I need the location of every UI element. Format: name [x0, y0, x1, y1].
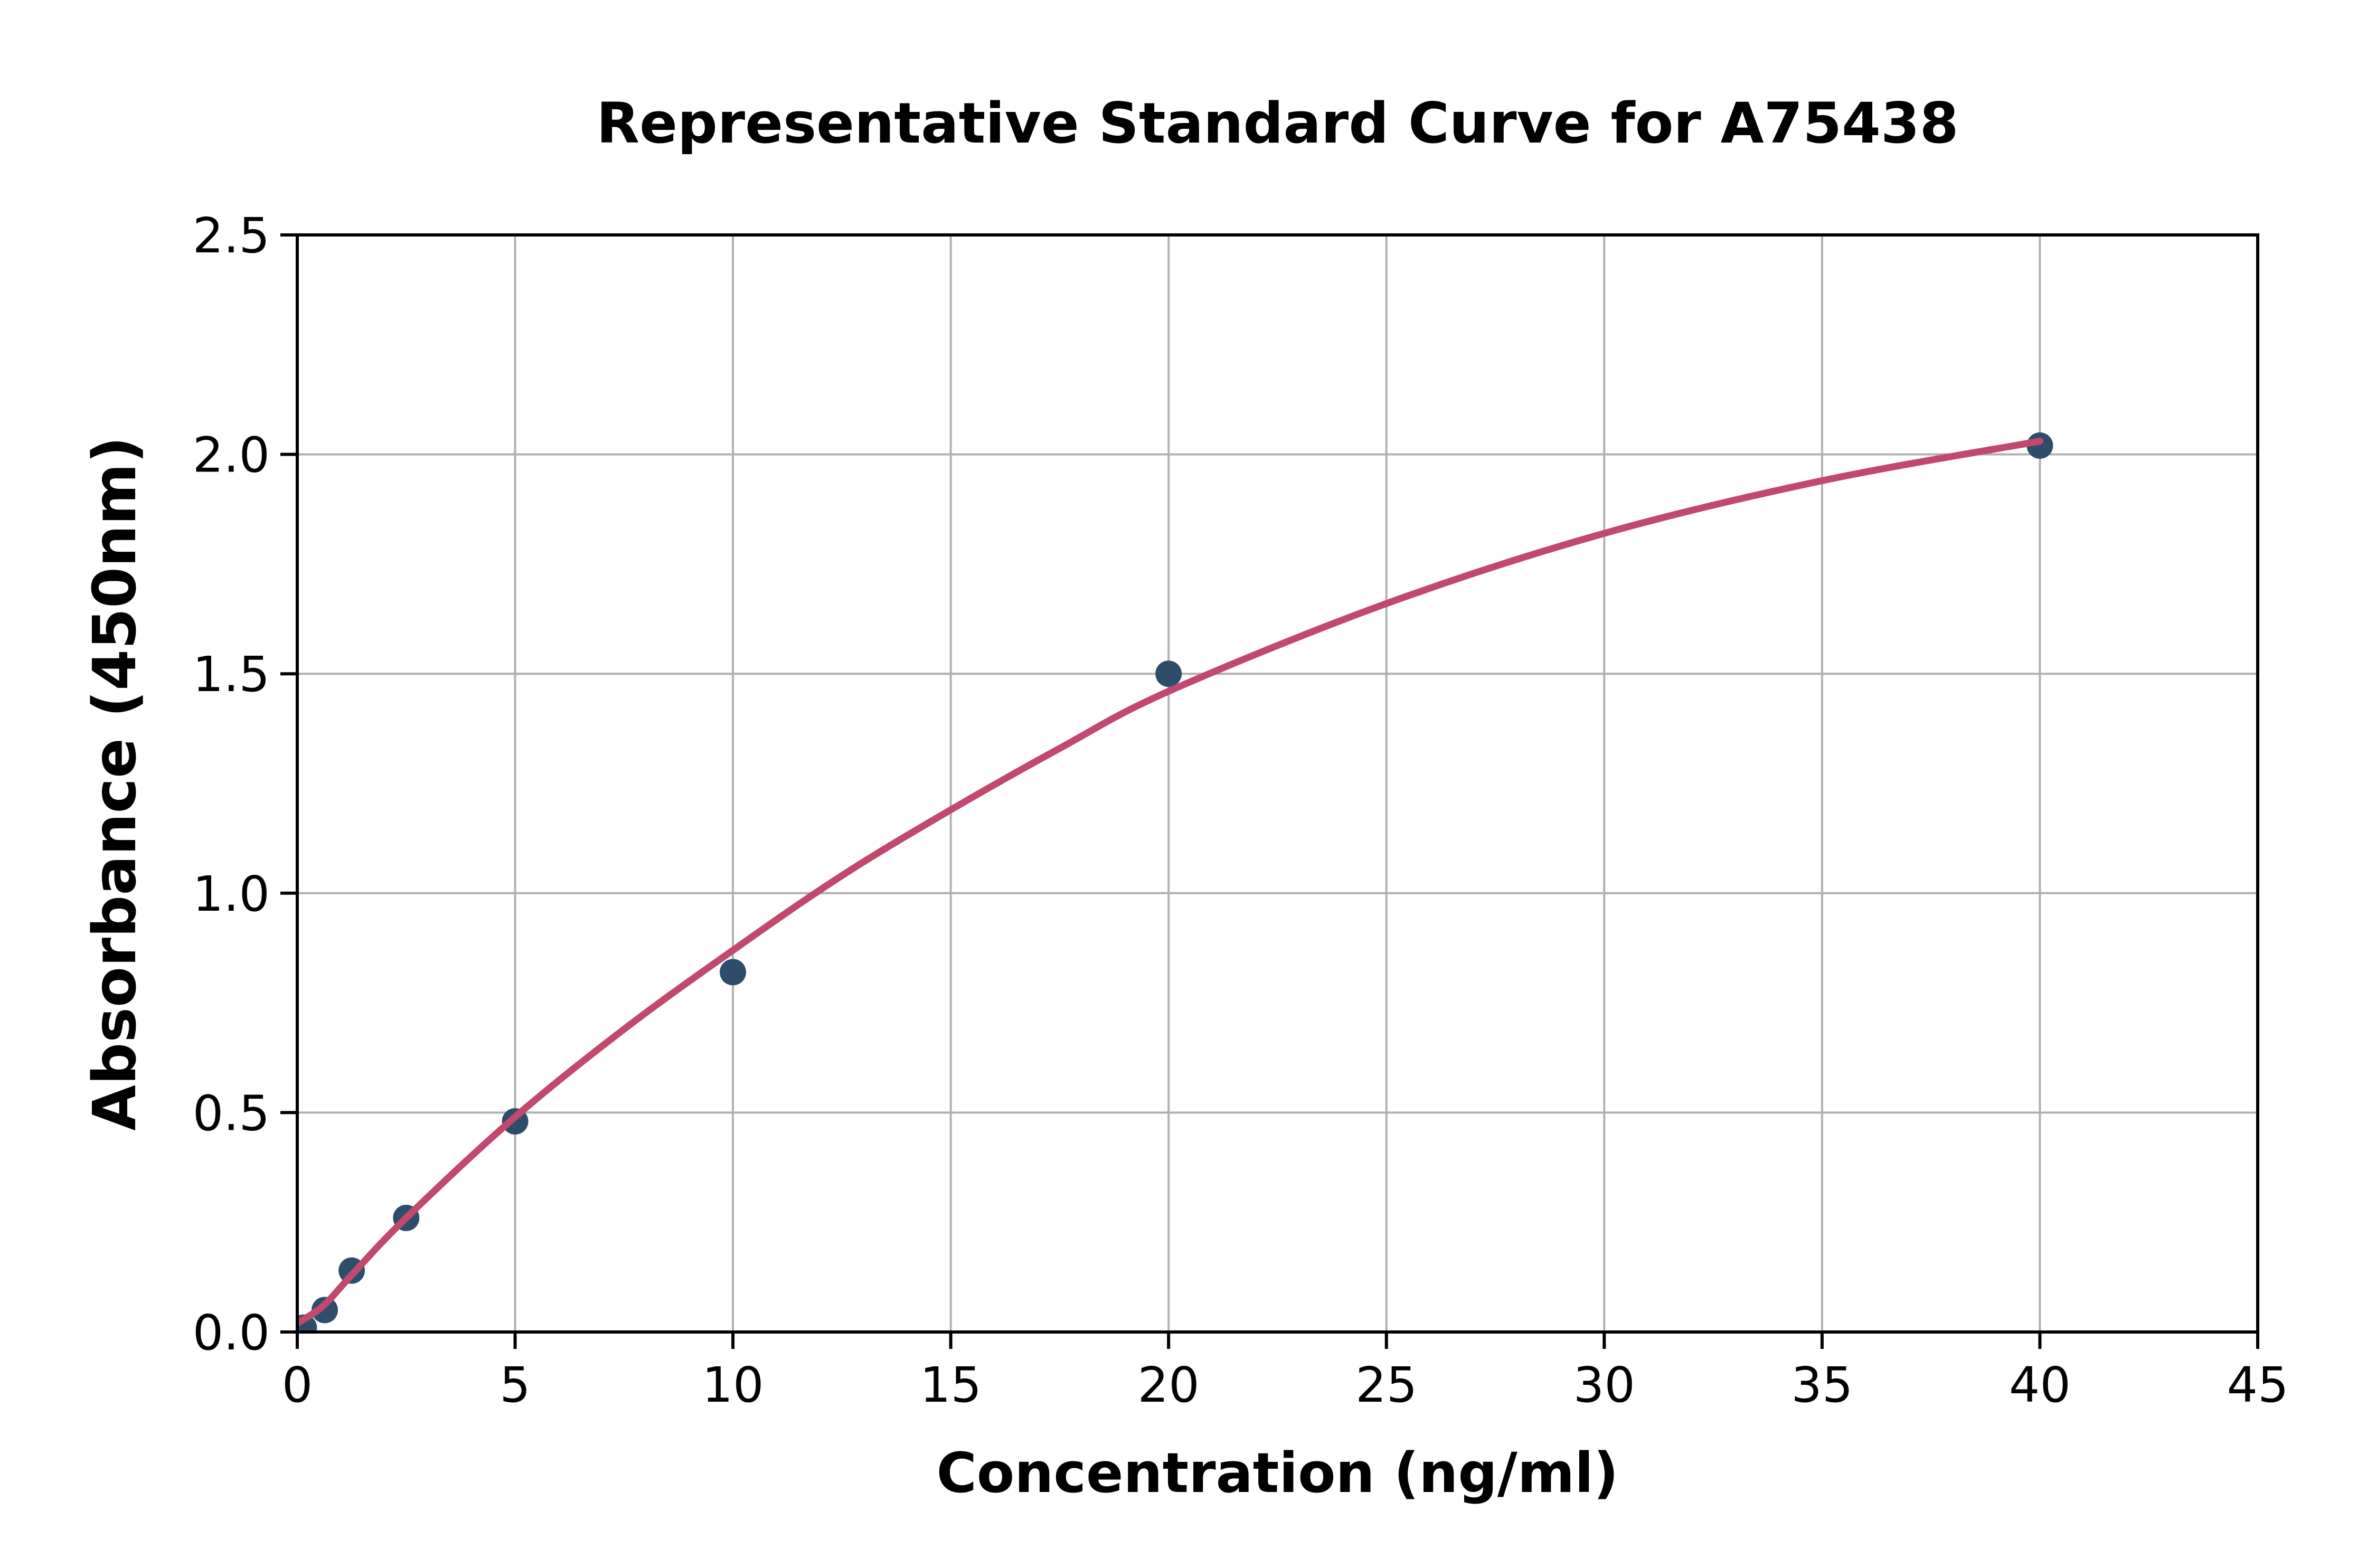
y-tick-label: 0.5 [193, 1085, 270, 1141]
x-tick-label: 10 [702, 1357, 764, 1413]
x-tick-label: 25 [1355, 1357, 1417, 1413]
y-tick-label: 1.0 [193, 866, 270, 922]
chart-title: Representative Standard Curve for A75438 [596, 91, 1959, 156]
data-point [1155, 660, 1182, 687]
x-tick-label: 40 [2009, 1357, 2071, 1413]
x-tick-label: 5 [499, 1357, 531, 1413]
data-points [297, 432, 2053, 1332]
x-axis-label: Concentration (ng/ml) [936, 1441, 1619, 1505]
data-point [720, 959, 747, 986]
fit-curve-group [297, 438, 2043, 1327]
x-tick-label: 0 [282, 1357, 313, 1413]
data-point [312, 1297, 338, 1324]
x-tick-label: 30 [1573, 1357, 1635, 1413]
plot-border [296, 233, 2259, 1334]
x-tick-label: 35 [1791, 1357, 1853, 1413]
y-tick-label: 0.0 [193, 1305, 270, 1361]
fit-curve [297, 438, 2043, 1327]
x-tick-label: 20 [1138, 1357, 1200, 1413]
y-tick-label: 1.5 [193, 646, 270, 703]
x-tick-label: 45 [2227, 1357, 2288, 1413]
x-tick-label: 15 [920, 1357, 982, 1413]
y-tick-label: 2.5 [193, 207, 270, 264]
y-tick-label: 2.0 [193, 427, 270, 484]
